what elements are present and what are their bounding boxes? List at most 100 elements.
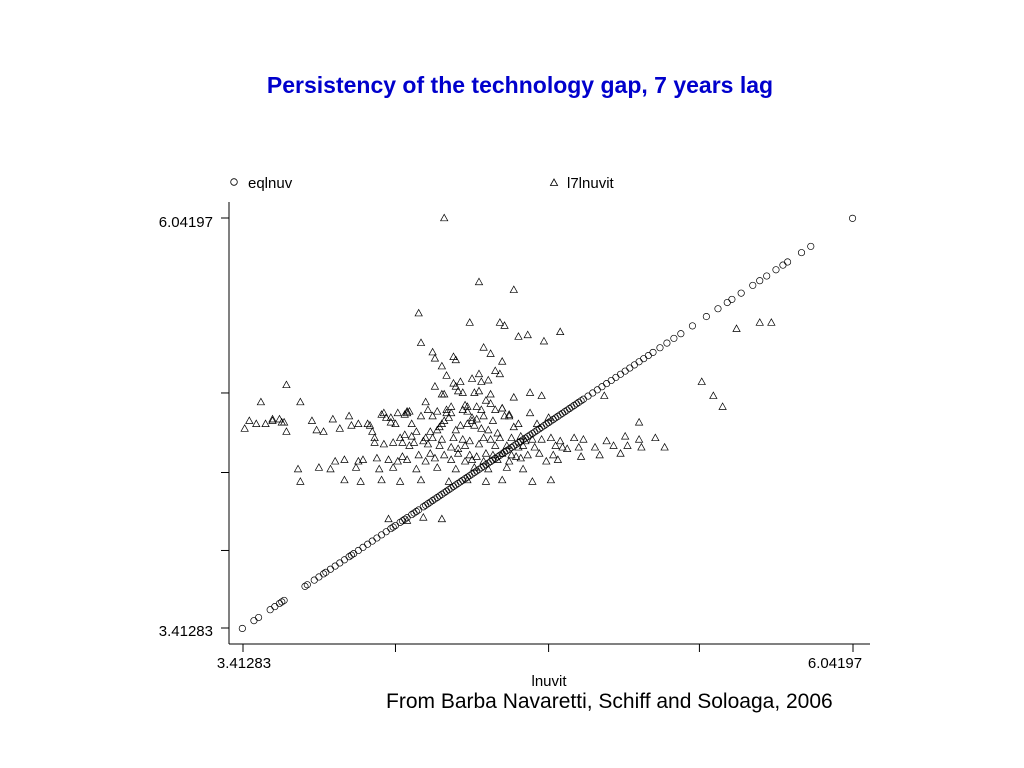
triangle-point <box>388 438 398 446</box>
circle-point <box>526 431 534 439</box>
triangle-point <box>296 397 305 406</box>
triangle-point <box>549 450 558 459</box>
triangle-point <box>470 463 479 471</box>
triangle-point <box>486 349 495 357</box>
circle-point <box>310 576 318 584</box>
triangle-point <box>484 425 493 434</box>
triangle-point <box>363 419 372 428</box>
triangle-point <box>354 419 363 428</box>
triangle-point <box>465 318 474 326</box>
circle-point <box>563 406 571 414</box>
triangle-point <box>467 416 477 424</box>
triangle-point <box>484 375 493 384</box>
circle-point <box>422 501 430 509</box>
circle-point <box>315 573 323 581</box>
triangle-point <box>430 453 440 462</box>
circle-point <box>440 489 448 497</box>
triangle-point <box>458 405 467 413</box>
circle-point <box>415 506 423 514</box>
circle-point <box>570 401 578 409</box>
triangle-point <box>600 391 609 399</box>
triangle-point <box>437 361 447 370</box>
triangle-point <box>491 405 500 413</box>
circle-point <box>250 617 258 625</box>
triangle-point <box>574 442 583 451</box>
triangle-point <box>553 455 563 463</box>
slide-title: Persistency of the technology gap, 7 yea… <box>266 72 774 98</box>
triangle-point <box>488 450 498 459</box>
triangle-point <box>546 433 556 442</box>
circle-point <box>542 420 550 428</box>
triangle-point <box>453 444 463 452</box>
circle-point <box>426 498 434 506</box>
triangle-point <box>440 389 449 398</box>
circle-point <box>340 556 348 564</box>
y-tick-label-bottom: 3.41283 <box>159 623 213 640</box>
triangle-point <box>539 336 549 345</box>
circle-point <box>331 562 339 570</box>
triangle-point <box>430 353 440 362</box>
triangle-point <box>372 453 382 462</box>
triangle-point <box>428 347 437 356</box>
circle-point <box>238 624 246 632</box>
triangle-point <box>451 382 460 390</box>
circle-point <box>589 389 597 397</box>
triangle-point <box>442 371 451 379</box>
triangle-point <box>433 406 442 415</box>
triangle-point <box>481 449 491 457</box>
circle-point <box>531 428 539 436</box>
triangle-point <box>437 514 447 523</box>
triangle-point <box>518 441 528 449</box>
circle-point <box>255 613 263 622</box>
triangle-point <box>523 450 532 459</box>
triangle-point <box>449 378 458 387</box>
triangle-point <box>463 402 472 410</box>
triangle-point <box>370 438 379 446</box>
circle-point <box>607 376 615 385</box>
triangle-point <box>498 475 507 484</box>
triangle-point <box>569 433 579 442</box>
triangle-point <box>523 330 532 339</box>
triangle-point <box>709 391 718 399</box>
triangle-point <box>400 430 409 438</box>
triangle-point <box>576 452 586 460</box>
triangle-point <box>507 450 516 459</box>
circle-point <box>433 493 441 501</box>
triangle-point <box>498 357 507 365</box>
triangle-point <box>423 439 433 448</box>
triangle-point <box>307 416 317 424</box>
triangle-point <box>395 477 405 485</box>
triangle-point <box>391 419 400 428</box>
circle-point <box>714 305 722 313</box>
circle-point <box>626 364 634 372</box>
triangle-point <box>495 433 505 442</box>
circle-point <box>552 414 560 422</box>
triangle-point <box>268 414 277 423</box>
triangle-point <box>470 420 479 429</box>
triangle-point <box>296 477 305 485</box>
triangle-point <box>479 411 488 420</box>
circle-point <box>848 214 857 222</box>
triangle-point <box>252 419 261 428</box>
circle-point <box>723 298 731 307</box>
triangle-point <box>530 442 539 451</box>
triangle-point <box>460 456 470 465</box>
circle-point <box>756 277 764 285</box>
circle-point <box>326 565 335 573</box>
triangle-point <box>426 427 435 435</box>
triangle-point <box>388 463 398 471</box>
triangle-point <box>486 435 495 443</box>
circle-point <box>387 525 395 533</box>
circle-point <box>572 400 580 408</box>
circle-point <box>494 453 502 461</box>
triangle-point <box>446 442 456 451</box>
triangle-point <box>440 213 449 222</box>
circle-point <box>442 487 451 495</box>
triangle-point <box>330 456 340 465</box>
circle-point <box>612 373 620 381</box>
triangle-point <box>544 413 553 421</box>
triangle-point <box>465 436 474 445</box>
triangle-point <box>535 449 544 457</box>
circle-point <box>347 551 355 559</box>
triangle-point <box>421 433 430 442</box>
